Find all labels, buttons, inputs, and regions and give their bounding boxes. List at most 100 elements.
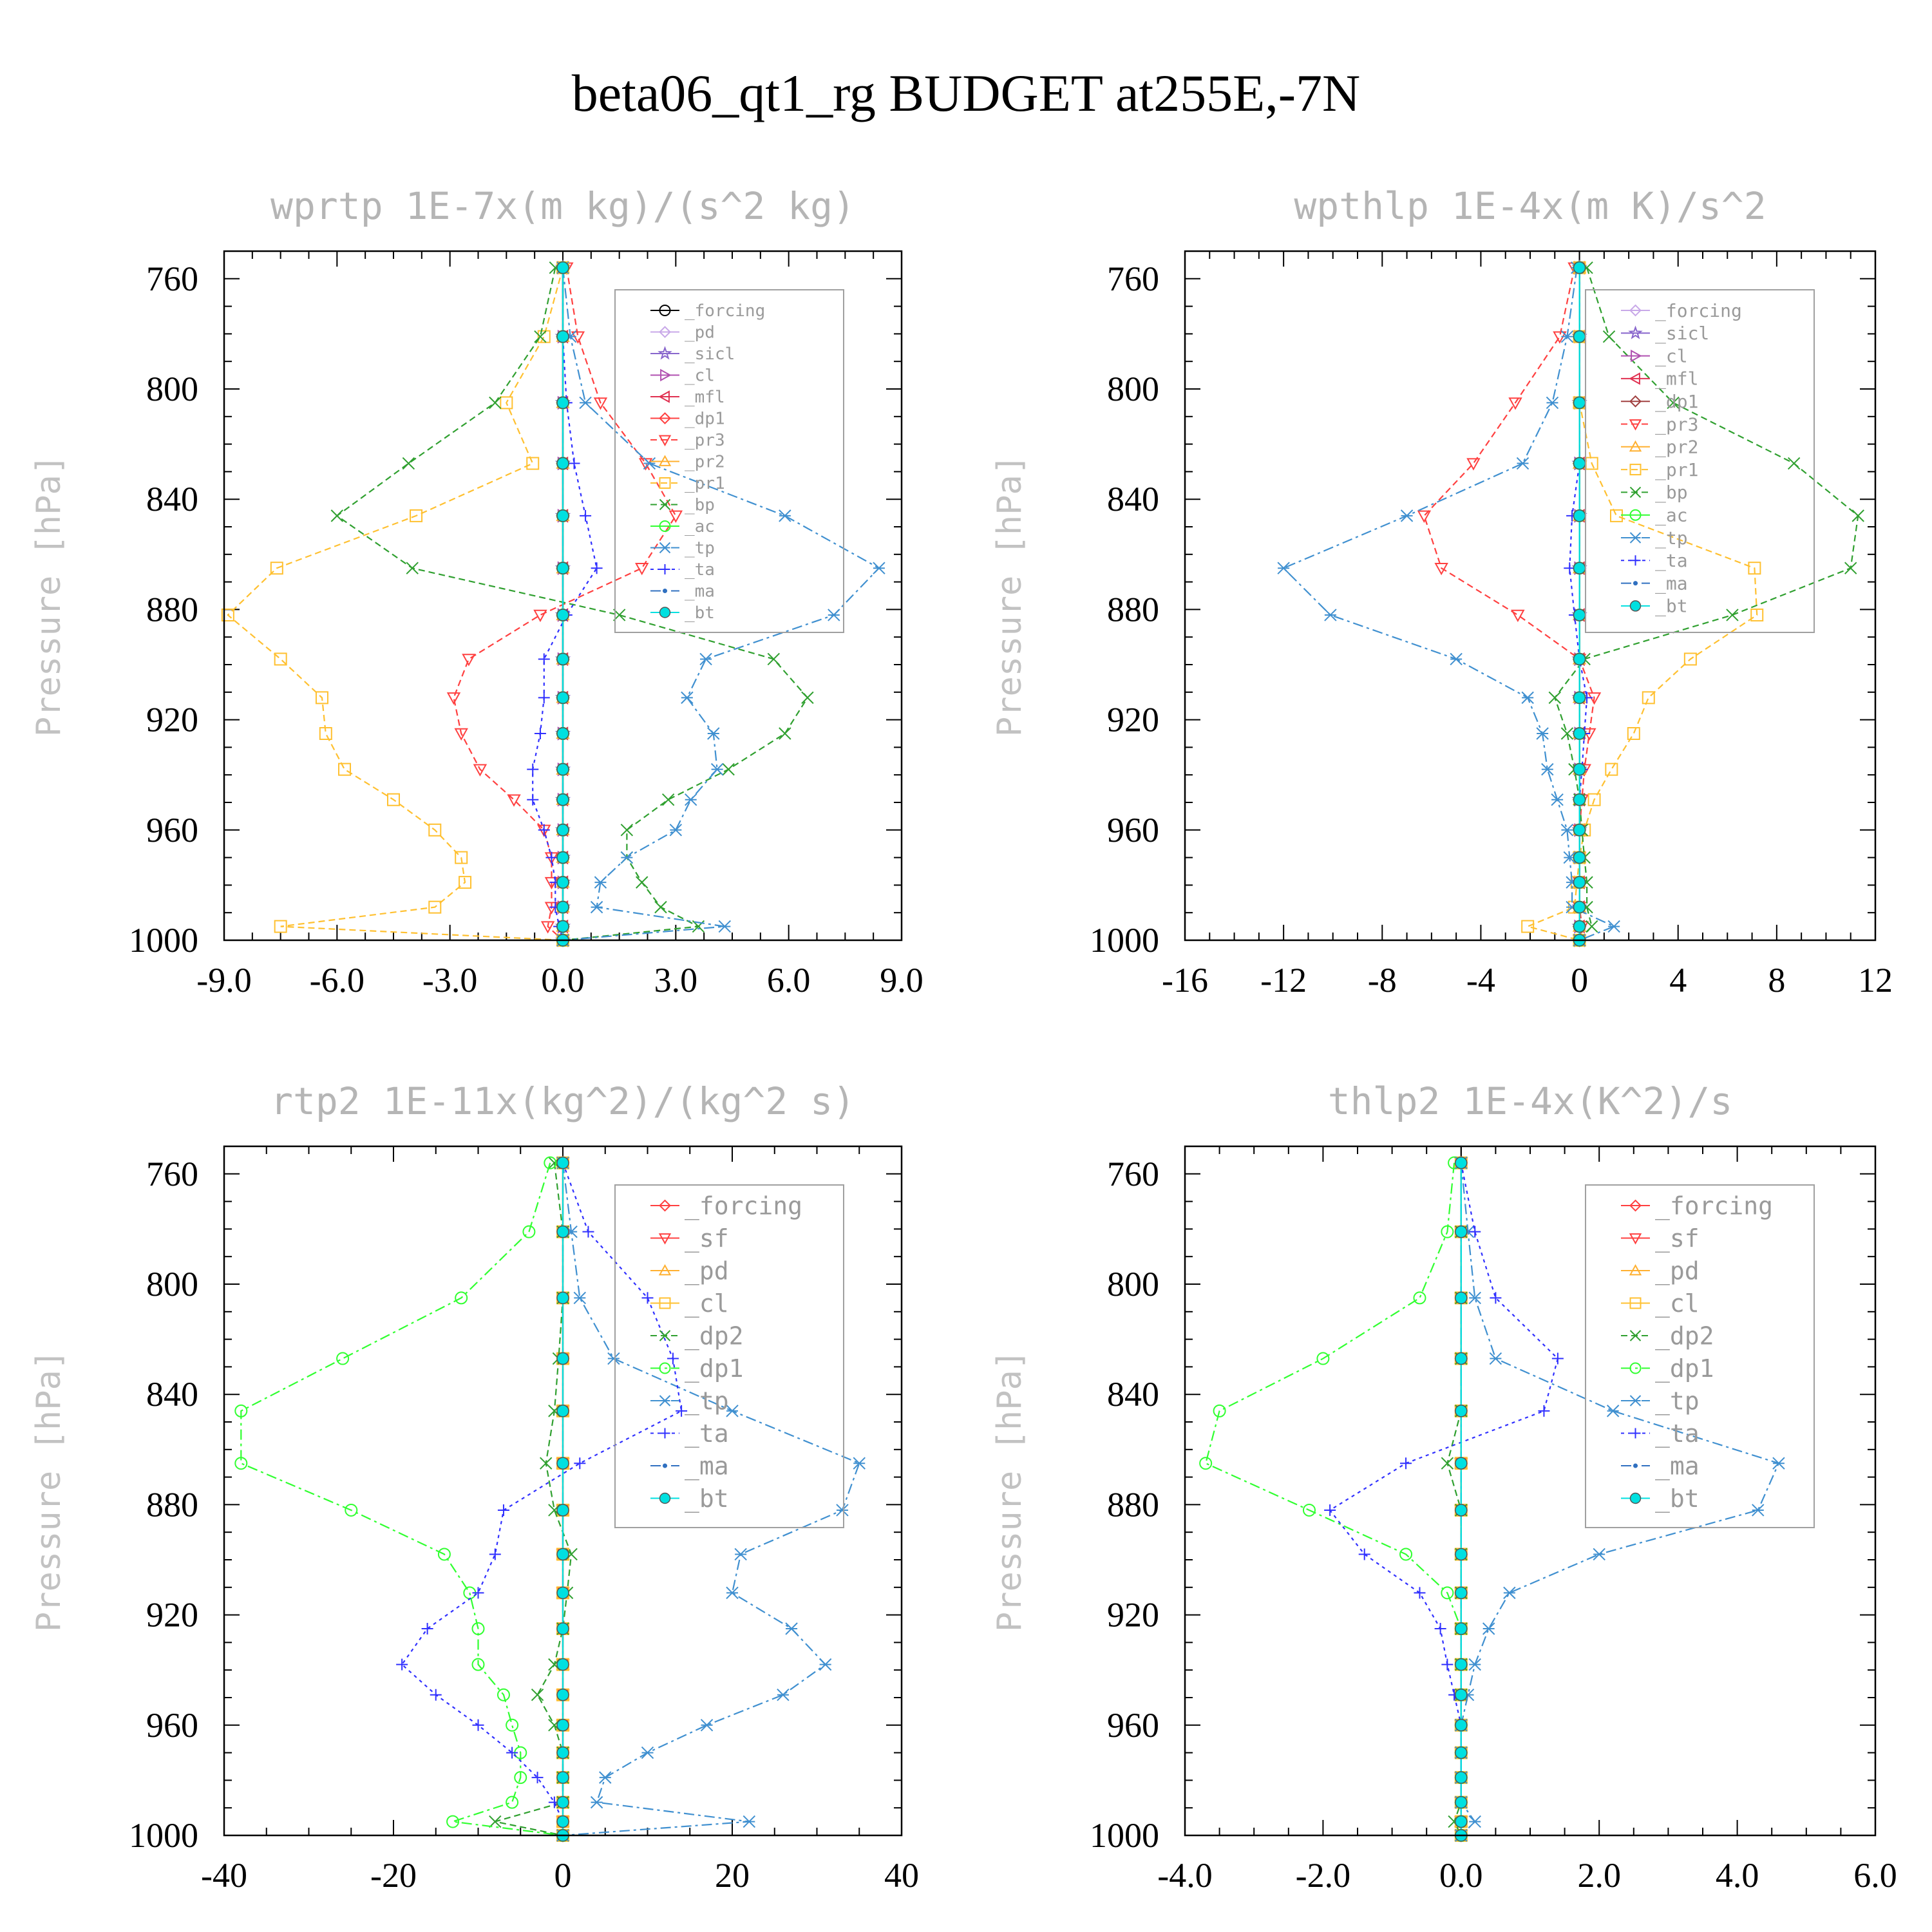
data-point (700, 1719, 714, 1732)
legend-label: _dp1 (1655, 1354, 1714, 1383)
legend-marker (659, 326, 671, 338)
legend-marker (1629, 600, 1642, 612)
legend-marker (658, 455, 672, 466)
data-point (707, 727, 720, 740)
legend-marker (659, 498, 671, 511)
figure-title: beta06_qt1_rg BUDGET at255E,-7N (572, 64, 1361, 122)
data-point (1573, 330, 1586, 343)
data-point (446, 692, 461, 705)
data-point (556, 609, 569, 621)
legend-label: _forcing (1655, 1191, 1773, 1220)
data-point (1538, 1405, 1550, 1417)
data-point (641, 1746, 654, 1759)
data-point (1213, 1404, 1226, 1417)
data-point (853, 1457, 866, 1470)
data-point (1605, 762, 1618, 776)
data-point (556, 1457, 569, 1470)
y-tick-label: 800 (1107, 1265, 1159, 1303)
legend-label: _bt (685, 603, 715, 623)
data-point (573, 1291, 587, 1305)
data-point (1455, 1586, 1468, 1600)
data-point (1455, 1457, 1468, 1470)
legend-marker (1629, 1492, 1642, 1504)
data-point (1490, 1292, 1502, 1304)
data-point (1573, 691, 1586, 705)
data-point (1400, 509, 1414, 522)
data-point (556, 1504, 569, 1517)
data-point (1455, 1815, 1468, 1828)
legend-marker (658, 1233, 672, 1245)
y-tick-label: 760 (146, 1155, 198, 1193)
data-point (556, 900, 569, 914)
legend-label: _ma (1655, 573, 1688, 594)
data-point (1503, 1586, 1516, 1600)
data-point (1511, 609, 1525, 623)
data-point (428, 823, 442, 837)
data-point (471, 1622, 485, 1635)
legend-label: _pd (1655, 1256, 1700, 1285)
panel-title: thlp2 1E-4x(K^2)/s (1328, 1079, 1733, 1123)
panel-title: rtp2 1E-11x(kg^2)/(kg^2 s) (270, 1079, 855, 1123)
data-point (593, 397, 608, 410)
data-point (489, 396, 502, 410)
x-tick-label: -4.0 (1157, 1856, 1212, 1895)
data-point (1455, 1658, 1468, 1671)
data-point (556, 1548, 569, 1561)
data-point (1455, 1771, 1468, 1784)
data-point (531, 1772, 544, 1784)
data-point (539, 1457, 553, 1470)
y-axis-label: Pressure [hPa] (30, 455, 68, 737)
data-point (636, 876, 649, 889)
legend-marker (1629, 464, 1642, 476)
data-point (668, 510, 683, 523)
y-tick-label: 840 (146, 1375, 198, 1414)
series-line (453, 267, 677, 941)
series-ta (396, 1157, 688, 1841)
data-point (315, 691, 328, 705)
x-tick-label: -2.0 (1296, 1856, 1350, 1895)
legend-marker (659, 520, 671, 532)
legend-marker (1629, 1233, 1642, 1245)
y-tick-label: 880 (1107, 1485, 1159, 1524)
series-dp1 (1199, 1156, 1468, 1842)
data-point (607, 1352, 620, 1365)
legend-label: _dp1 (1655, 391, 1698, 413)
series-line (1204, 1162, 1462, 1835)
series-bt (556, 261, 569, 947)
legend-box (1585, 1184, 1815, 1528)
data-point (1277, 562, 1290, 574)
y-tick-label: 960 (146, 811, 198, 849)
series-line (1460, 1162, 1780, 1836)
data-point (1573, 609, 1586, 621)
data-point (1455, 1548, 1468, 1561)
panel-3: rtp2 1E-11x(kg^2)/(kg^2 s) Pressure [hPa]… (30, 1079, 919, 1895)
data-point (556, 793, 569, 806)
legend-marker (1629, 509, 1642, 521)
data-point (1586, 920, 1598, 933)
y-tick-label: 880 (146, 590, 198, 629)
legend-label: _bt (685, 1484, 729, 1513)
data-point (779, 509, 791, 522)
data-point (1521, 920, 1535, 933)
data-point (556, 1771, 569, 1784)
series-line (1446, 1162, 1462, 1836)
y-tick-label: 1000 (129, 921, 198, 960)
legend-marker (659, 564, 670, 574)
data-point (726, 1405, 739, 1417)
data-point (1455, 1688, 1468, 1701)
legend-marker (658, 346, 672, 360)
data-point (1752, 1504, 1765, 1517)
x-tick-label: 0.0 (541, 961, 585, 999)
data-point (556, 727, 569, 740)
data-point (734, 1548, 747, 1561)
data-point (676, 1405, 688, 1417)
series-line (401, 1162, 683, 1835)
data-point (430, 1689, 442, 1701)
data-point (556, 920, 569, 933)
data-point (1750, 608, 1764, 621)
legend-label: _forcing (685, 301, 765, 321)
data-point (1455, 1225, 1468, 1238)
panel-title: wprtp 1E-7x(m kg)/(s^2 kg) (270, 184, 855, 228)
legend-label: _dp2 (685, 1321, 744, 1350)
